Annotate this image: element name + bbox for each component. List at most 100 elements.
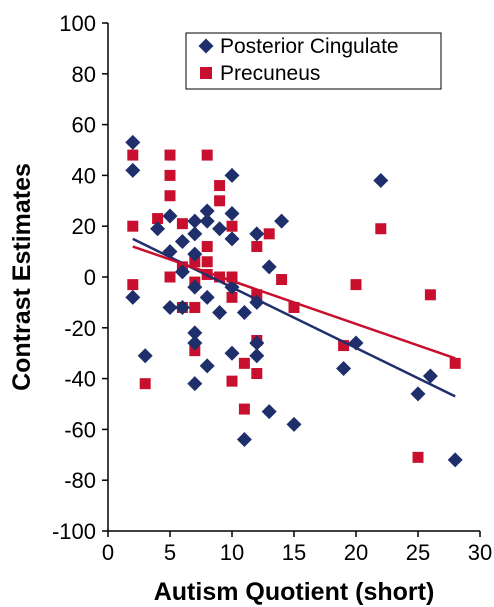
data-point-posterior-cingulate [187,213,203,229]
data-point-precuneus [238,403,250,415]
x-tick-label: 5 [164,540,176,565]
data-point-precuneus [164,169,176,181]
data-point-precuneus [127,149,139,161]
data-point-precuneus [238,357,250,369]
x-axis-title: Autism Quotient (short) [154,578,435,606]
data-point-precuneus [350,279,362,291]
y-tick-label: -40 [64,367,96,392]
legend-marker-posterior-cingulate [198,38,214,54]
y-axis-title: Contrast Estimates [8,163,36,391]
data-point-posterior-cingulate [125,289,141,305]
data-point-posterior-cingulate [187,335,203,351]
data-point-posterior-cingulate [150,221,166,237]
data-point-precuneus [152,213,164,225]
data-point-posterior-cingulate [174,233,190,249]
data-point-precuneus [251,289,263,301]
data-point-precuneus [412,451,424,463]
data-points [125,134,463,468]
trend-line-precuneus [132,245,456,360]
data-point-posterior-cingulate [187,325,203,341]
data-point-precuneus [127,220,139,232]
data-point-posterior-cingulate [224,231,240,247]
trend-lines [132,237,456,398]
y-tick-label: 60 [72,113,96,138]
data-point-posterior-cingulate [224,167,240,183]
data-point-posterior-cingulate [212,221,228,237]
data-point-precuneus [164,190,176,202]
data-point-posterior-cingulate [162,299,178,315]
data-point-precuneus [276,274,288,286]
x-tick-label: 25 [406,540,430,565]
data-point-posterior-cingulate [236,305,252,321]
y-tick-label: 20 [72,214,96,239]
data-point-posterior-cingulate [125,134,141,150]
data-point-precuneus [251,241,263,253]
data-point-precuneus [176,218,188,230]
y-tick-label: -100 [52,519,96,544]
data-point-precuneus [214,195,226,207]
data-point-posterior-cingulate [174,264,190,280]
data-point-precuneus [263,228,275,240]
data-point-posterior-cingulate [410,386,426,402]
data-point-posterior-cingulate [274,213,290,229]
data-point-posterior-cingulate [336,360,352,376]
data-point-posterior-cingulate [199,289,215,305]
data-point-posterior-cingulate [249,348,265,364]
data-point-precuneus [251,368,263,380]
data-point-posterior-cingulate [249,335,265,351]
data-point-precuneus [226,375,238,387]
data-point-precuneus [375,223,387,235]
data-point-posterior-cingulate [187,376,203,392]
y-tick-label: -20 [64,316,96,341]
x-tick-label: 20 [344,540,368,565]
data-point-posterior-cingulate [174,299,190,315]
x-tick-label: 30 [468,540,492,565]
data-point-precuneus [214,180,226,192]
data-point-posterior-cingulate [187,226,203,242]
data-point-precuneus [424,289,436,301]
data-point-precuneus [226,220,238,232]
x-tick-label: 15 [282,540,306,565]
data-point-precuneus [164,271,176,283]
data-point-posterior-cingulate [162,208,178,224]
data-point-precuneus [449,357,461,369]
y-ticks: 100 80 60 40 20 0 -20 -40 -60 -80 -100 [52,11,108,544]
legend-box [185,32,442,90]
data-point-posterior-cingulate [236,432,252,448]
y-tick-label: 80 [72,62,96,87]
y-tick-label: 100 [59,11,96,36]
x-ticks: 0 5 10 15 20 25 30 [102,531,492,565]
data-point-precuneus [201,149,213,161]
y-tick-label: 0 [84,265,96,290]
data-point-posterior-cingulate [137,348,153,364]
data-point-precuneus [338,340,350,352]
data-point-precuneus [189,345,201,357]
data-point-precuneus [201,256,213,268]
data-point-posterior-cingulate [249,226,265,242]
series-posterior-cingulate [125,134,463,468]
data-point-precuneus [189,301,201,313]
data-point-posterior-cingulate [261,404,277,420]
axes [107,23,480,532]
data-point-posterior-cingulate [199,213,215,229]
y-tick-label: 40 [72,163,96,188]
data-point-posterior-cingulate [373,172,389,188]
data-point-posterior-cingulate [187,246,203,262]
data-point-posterior-cingulate [199,358,215,374]
data-point-posterior-cingulate [224,206,240,221]
x-tick-label: 10 [220,540,244,565]
data-point-precuneus [189,256,201,268]
data-point-posterior-cingulate [422,368,438,384]
data-point-precuneus [127,279,139,291]
x-tick-label: 0 [102,540,114,565]
data-point-precuneus [201,241,213,253]
data-point-precuneus [164,149,176,161]
y-tick-label: -80 [64,468,96,493]
data-point-precuneus [226,271,238,283]
legend: Posterior Cingulate Precuneus [185,32,442,90]
data-point-precuneus [139,378,151,390]
data-point-posterior-cingulate [447,452,463,468]
legend-marker-precuneus [200,67,212,79]
data-point-posterior-cingulate [187,279,203,295]
